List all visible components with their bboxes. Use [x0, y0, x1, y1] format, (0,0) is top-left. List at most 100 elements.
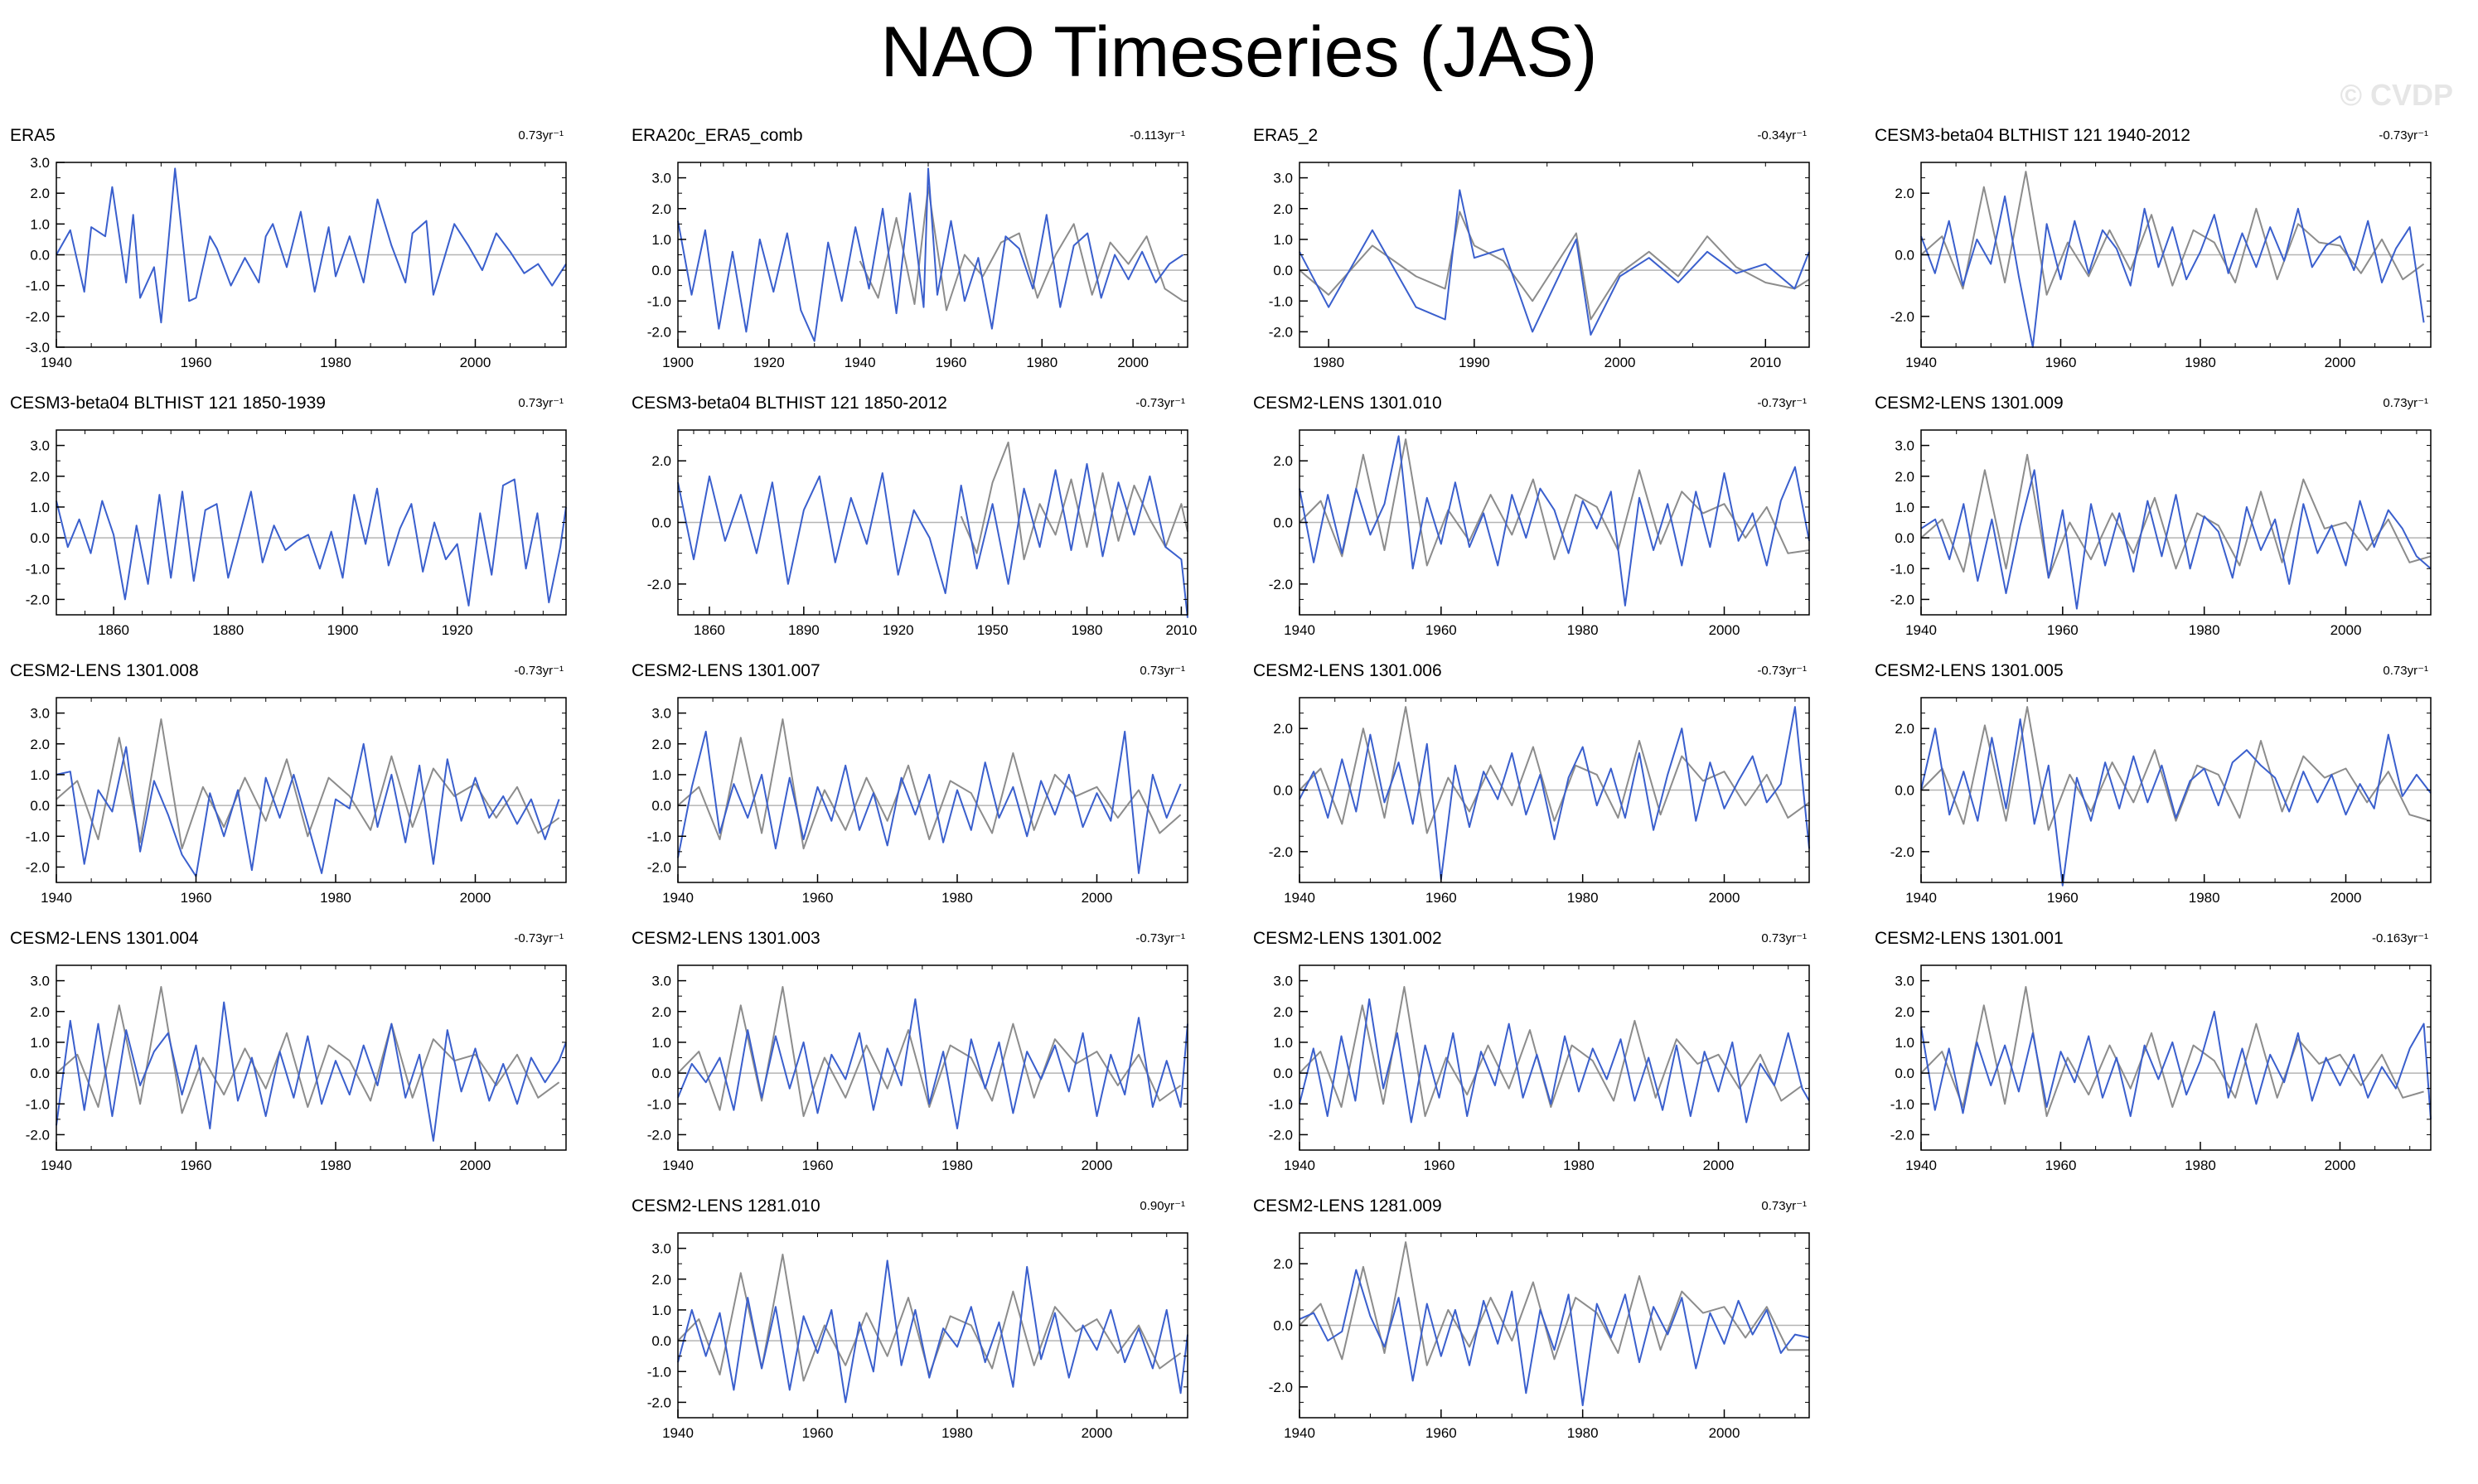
x-tick-label: 1980: [1072, 622, 1103, 638]
panel-title: CESM2-LENS 1301.002: [1253, 929, 1442, 948]
series-line-model: [1299, 706, 1810, 881]
series-line-model: [1920, 469, 2432, 610]
x-tick-label: 1980: [2189, 622, 2220, 638]
x-tick-label: 1960: [1424, 1158, 1455, 1173]
chart-panel: CESM2-LENS 1301.005 0.73yr⁻¹ 1940 1960 1980 2…: [1865, 660, 2445, 908]
x-tick-label: 2000: [460, 890, 491, 906]
y-tick-label: -2.0: [647, 577, 671, 592]
panel-title: CESM2-LENS 1301.008: [10, 661, 199, 680]
x-tick-label: 2010: [1165, 622, 1197, 638]
y-tick-label: 3.0: [1273, 171, 1293, 186]
y-tick-label: 0.0: [651, 798, 671, 814]
x-tick-label: 1940: [1905, 622, 1937, 638]
series-line-obs: [677, 986, 1182, 1118]
y-tick-label: 0.0: [1895, 783, 1914, 799]
panel-trend-label: -0.73yr⁻¹: [1757, 664, 1807, 678]
y-tick-label: -2.0: [647, 1127, 671, 1143]
plot-frame: [56, 697, 567, 883]
y-tick-label: 3.0: [30, 155, 50, 171]
y-tick-label: 0.0: [1895, 530, 1914, 546]
series-line-obs: [1920, 171, 2425, 296]
plot-frame: [1920, 429, 2432, 616]
y-tick-label: -1.0: [26, 829, 50, 844]
x-tick-label: 1920: [883, 622, 914, 638]
series-line-obs: [677, 718, 1182, 850]
y-tick-label: 1.0: [1273, 1035, 1293, 1051]
x-tick-label: 1960: [1425, 1425, 1457, 1441]
panel-title: CESM2-LENS 1301.001: [1875, 929, 2064, 948]
y-tick-label: 3.0: [1895, 974, 1914, 989]
x-tick-label: 1940: [1284, 1158, 1315, 1173]
y-tick-label: -2.0: [26, 309, 50, 325]
x-tick-label: 2000: [1082, 890, 1113, 906]
series-line-model: [677, 167, 1184, 342]
panel-trend-label: -0.73yr⁻¹: [1757, 396, 1807, 410]
series-line-model: [1299, 1269, 1810, 1407]
y-tick-label: 3.0: [651, 974, 671, 989]
chart-plot: 1900 1920 1940 1960 1980 2000 -2.0 -1.0 0.0 1.0 2.…: [647, 162, 1188, 370]
y-tick-label: -1.0: [647, 293, 671, 309]
y-tick-label: -1.0: [1269, 293, 1293, 309]
series-line-obs: [1920, 706, 2432, 831]
page-title: NAO Timeseries (JAS): [880, 12, 1598, 92]
x-tick-label: 2010: [1750, 355, 1781, 370]
x-tick-label: 1940: [41, 890, 72, 906]
series-line-model: [677, 730, 1182, 874]
series-line-obs: [1299, 986, 1803, 1118]
panel-trend-label: -0.73yr⁻¹: [2379, 128, 2428, 143]
y-tick-label: 0.0: [1895, 1066, 1914, 1081]
x-tick-label: 1990: [1459, 355, 1490, 370]
plot-frame: [1299, 162, 1810, 348]
chart-plot: 1940 1960 1980 2000 -2.0 0.0 2.0: [1269, 1232, 1810, 1441]
x-tick-label: 1940: [1284, 1425, 1315, 1441]
series-line-model: [677, 998, 1188, 1129]
y-tick-label: 1.0: [651, 767, 671, 783]
x-tick-label: 1980: [1563, 1158, 1595, 1173]
y-tick-label: 0.0: [30, 530, 50, 546]
x-tick-label: 1940: [845, 355, 876, 370]
y-tick-label: -2.0: [647, 324, 671, 340]
panel-title: CESM2-LENS 1301.009: [1875, 394, 2064, 413]
series-line-model: [1920, 195, 2425, 348]
x-tick-label: 2000: [460, 355, 491, 370]
y-tick-label: 2.0: [1895, 186, 1914, 201]
x-tick-label: 1960: [936, 355, 967, 370]
chart-panel: CESM2-LENS 1301.009 0.73yr⁻¹ 1940 1960 1980 2…: [1865, 392, 2445, 640]
x-tick-label: 2000: [1082, 1425, 1113, 1441]
y-tick-label: 1.0: [30, 500, 50, 515]
y-tick-label: -1.0: [26, 278, 50, 294]
panel-trend-label: -0.113yr⁻¹: [1130, 128, 1185, 143]
x-tick-label: 1940: [662, 890, 694, 906]
y-tick-label: -2.0: [26, 592, 50, 607]
x-tick-label: 2000: [2325, 355, 2356, 370]
x-tick-label: 1980: [1567, 622, 1599, 638]
y-tick-label: 2.0: [651, 1272, 671, 1288]
series-line-model: [56, 1001, 567, 1142]
x-tick-label: 2000: [1082, 1158, 1113, 1173]
panel-trend-label: -0.73yr⁻¹: [1135, 931, 1185, 945]
panel-trend-label: 0.73yr⁻¹: [1761, 1199, 1807, 1213]
chart-plot: 1940 1960 1980 2000 -2.0 -1.0 0.0 1.0 2.0 3.0: [647, 964, 1188, 1173]
x-tick-label: 1860: [694, 622, 725, 638]
x-tick-label: 1980: [2189, 890, 2220, 906]
chart-panel: ERA20c_ERA5_comb -0.113yr⁻¹ 1900 1920 1940 19…: [622, 124, 1202, 373]
x-tick-label: 2000: [460, 1158, 491, 1173]
y-tick-label: 1.0: [1895, 1035, 1914, 1051]
chart-plot: 1940 1960 1980 2000 -2.0 -1.0 0.0 1.0 2.0 3.0: [647, 1232, 1188, 1441]
y-tick-label: 1.0: [30, 767, 50, 783]
y-tick-label: 0.0: [1273, 515, 1293, 531]
chart-plot: 1940 1960 1980 2000 -2.0 0.0 2.0: [1890, 162, 2432, 370]
y-tick-label: 2.0: [30, 1004, 50, 1020]
panel-title: CESM2-LENS 1301.006: [1253, 661, 1442, 680]
y-tick-label: -1.0: [1890, 561, 1914, 577]
y-tick-label: 2.0: [651, 1004, 671, 1020]
x-tick-label: 1940: [1284, 890, 1315, 906]
series-line-obs: [1299, 1241, 1809, 1366]
y-tick-label: 1.0: [651, 1303, 671, 1318]
series-line-model: [1299, 189, 1810, 336]
x-tick-label: 2000: [2330, 890, 2362, 906]
y-tick-label: 1.0: [1895, 500, 1914, 515]
y-tick-label: 1.0: [651, 1035, 671, 1051]
y-tick-label: 1.0: [30, 1035, 50, 1051]
